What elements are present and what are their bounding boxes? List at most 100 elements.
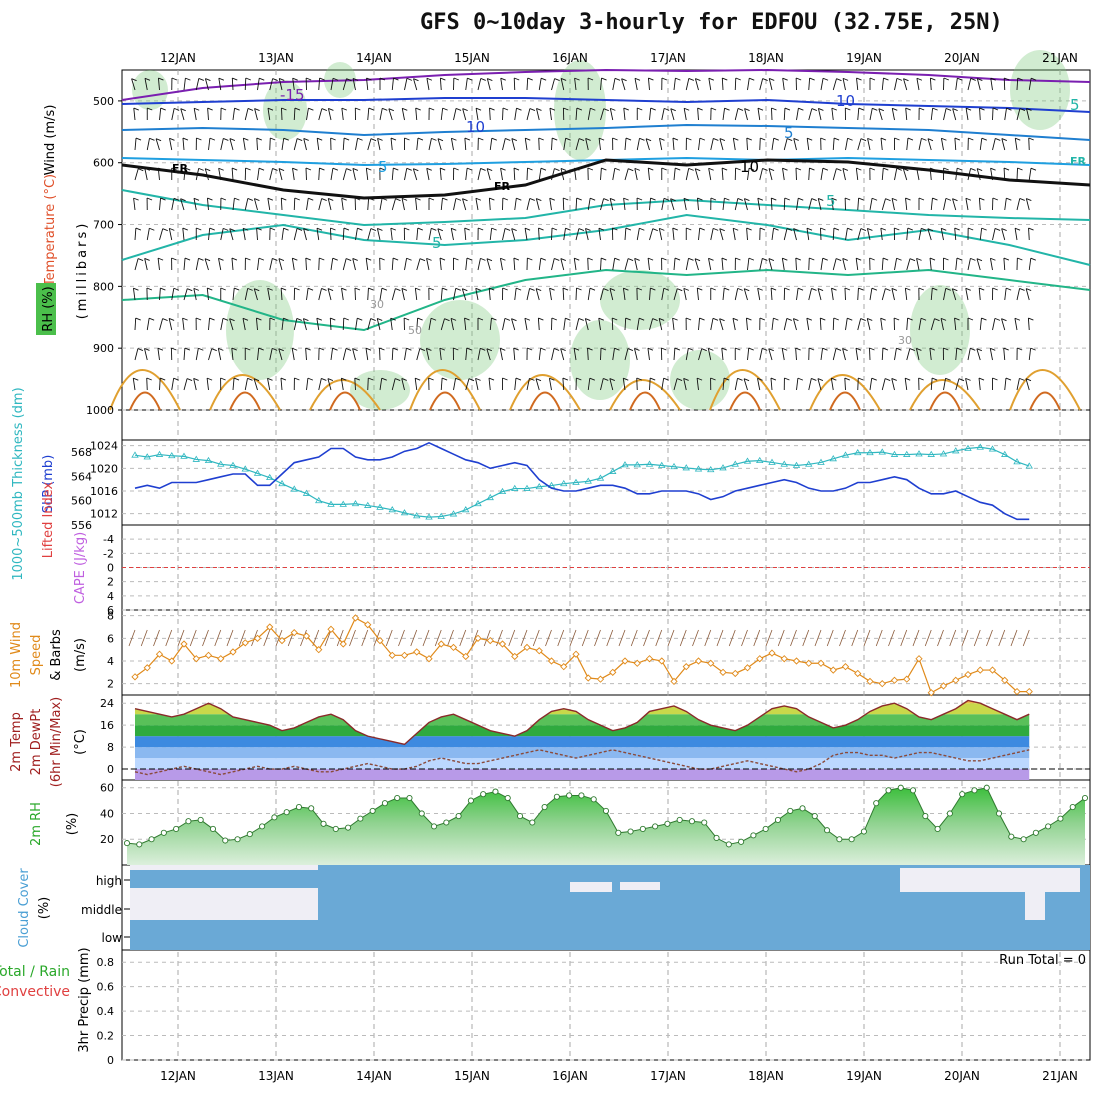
wind-barb: [281, 107, 283, 121]
wind-barb-flag: [822, 167, 829, 171]
wind-barb: [218, 258, 222, 271]
rh-point: [222, 837, 229, 844]
temp-color-band: [135, 703, 1030, 715]
wind-barb-flag: [652, 228, 658, 232]
wind-barb: [820, 258, 824, 271]
wind-barb: [891, 378, 895, 391]
surface-wind-barb: [447, 629, 454, 647]
precip-tick: 0.4: [97, 1005, 115, 1018]
wind-barb: [612, 258, 616, 271]
rh-point: [1032, 829, 1039, 836]
wind-barb-flag: [723, 377, 730, 381]
wind-barb: [795, 348, 797, 361]
wind-barb: [621, 78, 626, 91]
wind-barb-flag: [970, 257, 976, 261]
wind-barb-flag: [1028, 227, 1034, 231]
wind-barb: [600, 347, 602, 361]
wind-barb: [278, 348, 283, 361]
wind-barb-flag: [892, 107, 898, 111]
wind-speed-point: [364, 621, 372, 629]
wind-barb: [537, 318, 540, 331]
wind-barb-flag: [979, 107, 985, 111]
wind-barb-flag: [664, 107, 670, 111]
contour-label: 5: [378, 158, 388, 176]
wind-barb-flag: [171, 347, 177, 351]
wind-barb: [134, 318, 137, 331]
wind-barb: [673, 348, 676, 361]
wind-barb-flag: [1001, 138, 1007, 141]
wind-barb: [708, 168, 712, 181]
wind-barb: [500, 78, 503, 91]
wind-barb-flag: [524, 227, 531, 231]
wind-barb: [244, 378, 248, 391]
wind-barb: [783, 138, 788, 151]
wind-barb-flag: [233, 377, 240, 381]
wind-barb: [906, 258, 911, 271]
rh-point: [602, 807, 610, 814]
wind-barb-flag: [468, 378, 475, 382]
wind-barb-flag: [173, 197, 180, 201]
wind-barb-flag: [835, 348, 842, 351]
wind-barb: [734, 108, 739, 121]
wind-barb-flag: [464, 137, 471, 141]
wind-barb-flag: [822, 257, 828, 261]
wind-barb-flag: [672, 317, 678, 321]
wind-barb: [183, 78, 186, 91]
wind-barb: [242, 318, 246, 331]
wind-barb-flag: [1003, 257, 1010, 261]
thickness-point: [903, 450, 911, 457]
wind-barb: [134, 168, 139, 181]
wind-barb: [880, 228, 883, 241]
wind-barb: [929, 348, 932, 361]
wind-barb: [842, 168, 846, 181]
wind-barb-flag: [406, 347, 412, 351]
wind-barb: [1003, 348, 1006, 361]
wind-barb: [696, 288, 699, 301]
wind-barb: [992, 107, 994, 121]
wind-barb: [401, 198, 405, 211]
wind-speed-point: [229, 648, 237, 656]
wind-barb-flag: [160, 377, 166, 381]
wind-barb-flag: [500, 347, 506, 351]
wind-barb-flag: [316, 317, 323, 321]
warm-contour: [909, 379, 981, 411]
wind-barb-flag: [341, 377, 347, 381]
wind-barb: [869, 108, 873, 121]
wind-barb-flag: [209, 317, 215, 321]
warm-contour: [229, 391, 261, 411]
wind-barb: [204, 168, 209, 181]
wind-barb: [256, 228, 258, 241]
wind-barb-flag: [634, 77, 641, 81]
thickness-point: [854, 448, 862, 456]
wind-barb-flag: [431, 137, 437, 141]
wind-barb: [1004, 378, 1007, 391]
wind-barb-flag: [1019, 198, 1025, 201]
wind-barb-flag: [146, 287, 153, 291]
rh-point: [492, 788, 499, 795]
wind-barb: [267, 198, 271, 211]
wind-barb: [771, 228, 775, 241]
wind-barb: [253, 378, 258, 391]
rh-contour-area: [910, 285, 970, 375]
wind-barb: [524, 138, 528, 151]
contour-label: FR: [494, 180, 511, 193]
wind-barb: [575, 198, 578, 211]
wind-barb-flag: [598, 227, 605, 231]
wind-barb-flag: [554, 78, 560, 82]
surface-wind-barb: [189, 629, 197, 647]
wind-barb: [499, 258, 503, 271]
wind-barb-flag: [977, 78, 983, 81]
wind-barb-flag: [279, 78, 285, 81]
wind-barb: [183, 378, 188, 391]
wind-barb-flag: [527, 167, 533, 171]
wind-barb-flag: [426, 77, 433, 81]
wind-barb: [306, 198, 309, 211]
thickness-point: [192, 455, 200, 462]
wind-barb: [600, 378, 604, 391]
isotherm-line: [121, 97, 1091, 113]
wind-barb-flag: [450, 317, 457, 321]
wind-barb-flag: [254, 108, 260, 111]
rh-point: [1045, 823, 1052, 830]
rh-point: [480, 791, 487, 798]
surface-wind-barb: [202, 629, 209, 647]
